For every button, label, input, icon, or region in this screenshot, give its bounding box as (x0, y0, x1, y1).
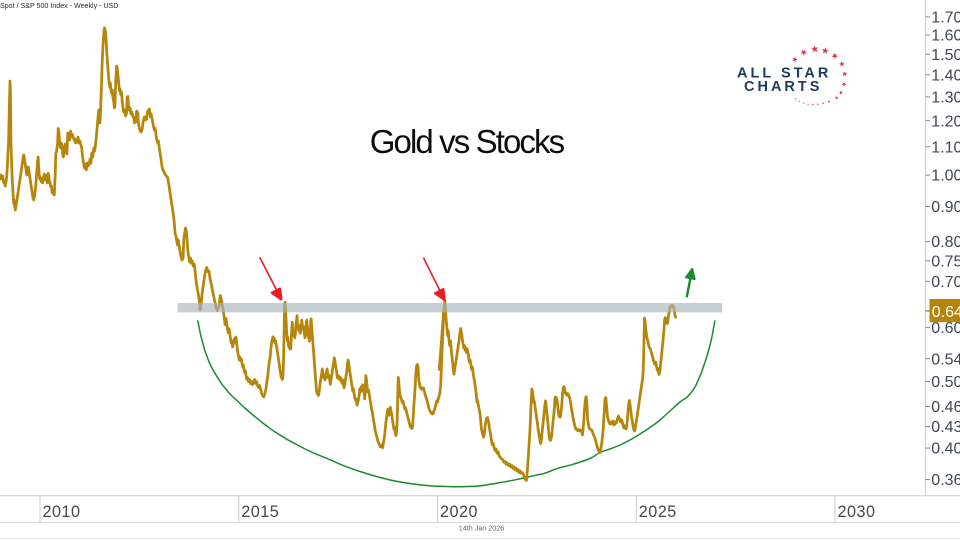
svg-text:0.80: 0.80 (931, 234, 960, 251)
svg-text:Spot / S&P 500 Index - Weekly: Spot / S&P 500 Index - Weekly - USD (0, 2, 118, 10)
svg-text:1.10: 1.10 (931, 139, 960, 156)
svg-text:14th Jan 2026: 14th Jan 2026 (459, 524, 505, 533)
svg-text:0.60: 0.60 (931, 320, 960, 337)
svg-text:ALL STAR: ALL STAR (737, 66, 831, 82)
svg-text:0.54: 0.54 (931, 351, 960, 368)
svg-text:2025: 2025 (639, 503, 677, 521)
svg-text:1.70: 1.70 (931, 10, 960, 27)
svg-text:2010: 2010 (43, 503, 81, 521)
svg-text:2015: 2015 (241, 503, 279, 521)
svg-text:2030: 2030 (838, 503, 876, 521)
svg-text:0.64: 0.64 (932, 304, 960, 321)
svg-text:1.60: 1.60 (931, 28, 960, 45)
svg-text:1.30: 1.30 (931, 90, 960, 107)
svg-text:2020: 2020 (440, 503, 478, 521)
svg-text:1.50: 1.50 (931, 47, 960, 64)
svg-text:0.75: 0.75 (931, 253, 960, 270)
svg-text:0.46: 0.46 (931, 399, 960, 416)
svg-text:0.70: 0.70 (931, 274, 960, 291)
svg-text:0.50: 0.50 (931, 374, 960, 391)
svg-text:0.43: 0.43 (931, 419, 960, 436)
svg-text:Gold vs Stocks: Gold vs Stocks (370, 123, 565, 160)
svg-text:0.36: 0.36 (931, 472, 960, 489)
svg-text:1.20: 1.20 (931, 113, 960, 130)
svg-text:1.00: 1.00 (931, 168, 960, 185)
svg-text:1.40: 1.40 (931, 67, 960, 84)
svg-text:0.40: 0.40 (931, 441, 960, 458)
svg-text:CHARTS: CHARTS (744, 79, 822, 95)
svg-text:0.90: 0.90 (931, 199, 960, 216)
